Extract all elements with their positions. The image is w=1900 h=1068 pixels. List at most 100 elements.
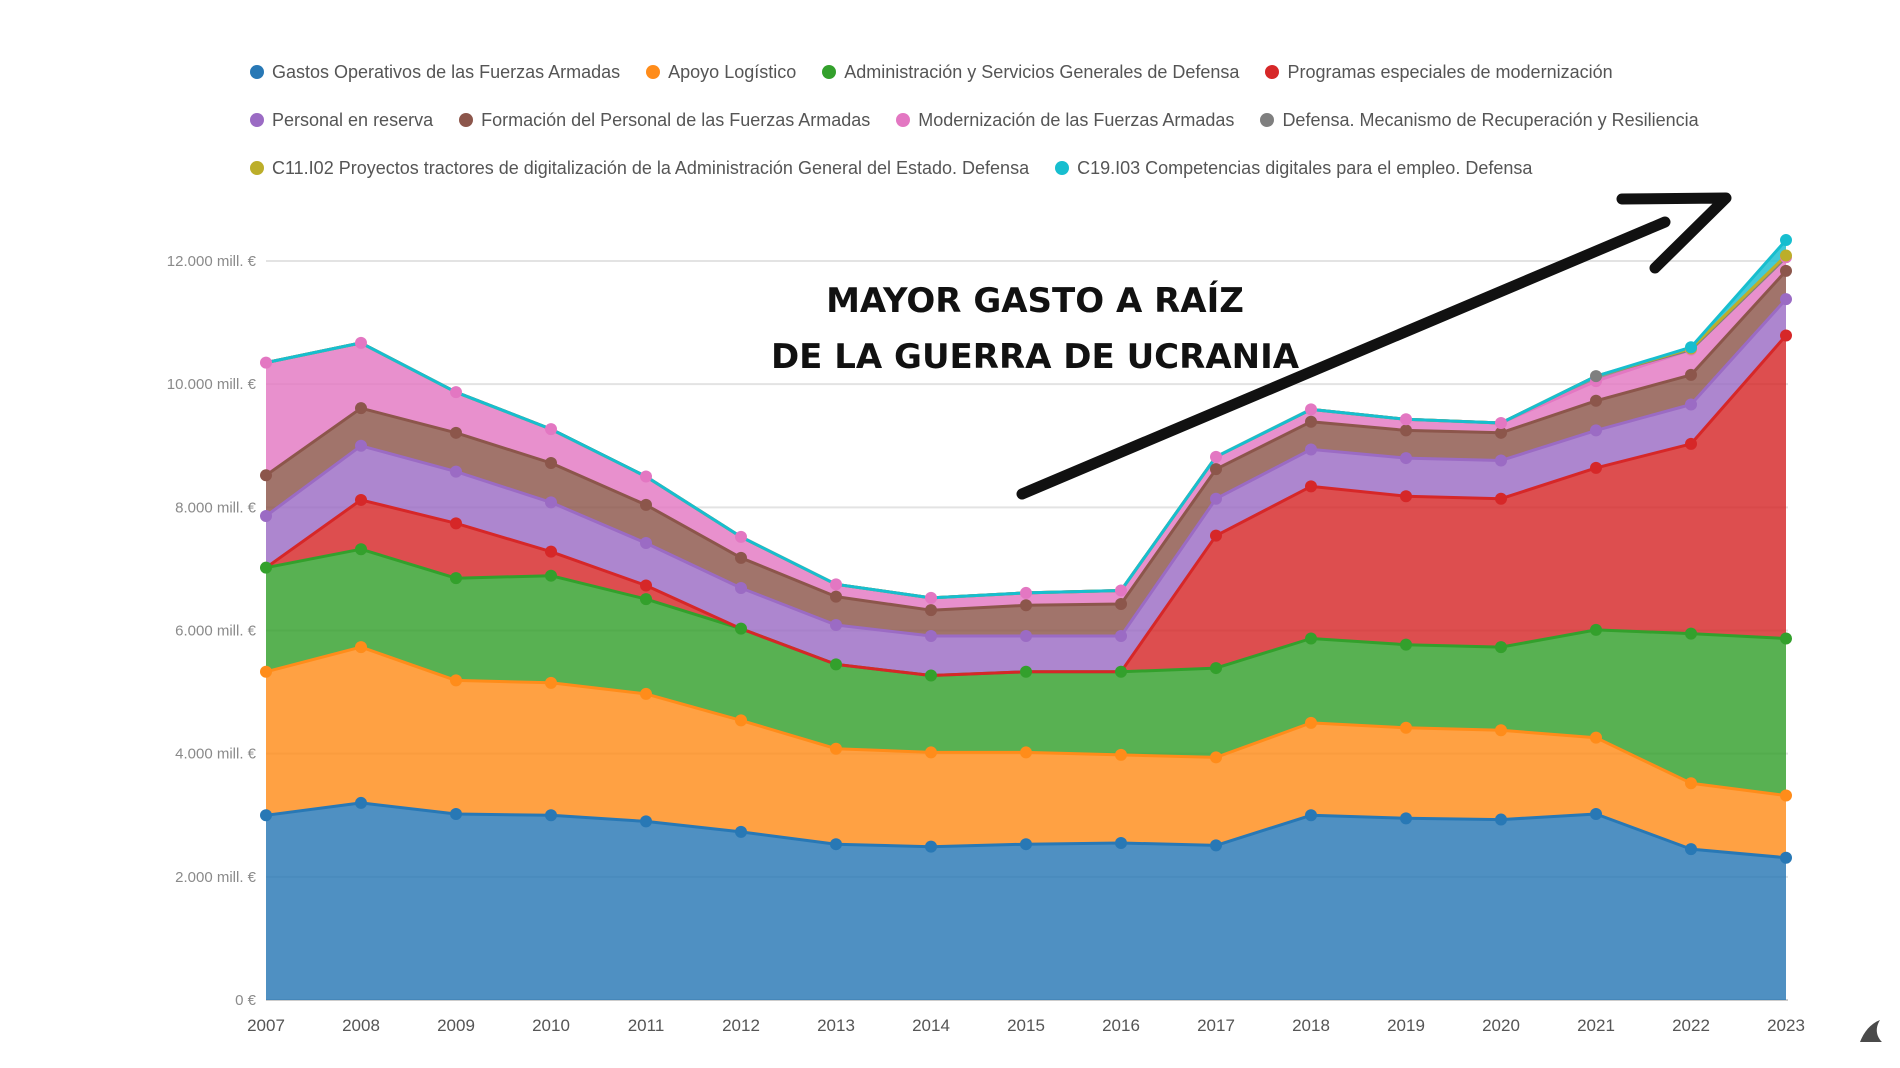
data-point[interactable] — [925, 630, 937, 643]
data-point[interactable] — [1305, 480, 1317, 493]
data-point[interactable] — [1685, 368, 1697, 381]
data-point[interactable] — [450, 572, 462, 585]
data-point[interactable] — [260, 809, 272, 822]
data-point[interactable] — [260, 356, 272, 369]
data-point[interactable] — [1780, 851, 1792, 864]
data-point[interactable] — [1685, 341, 1697, 354]
data-point[interactable] — [1400, 413, 1412, 426]
data-point[interactable] — [1780, 293, 1792, 306]
legend-item[interactable]: C19.I03 Competencias digitales para el e… — [1055, 158, 1532, 179]
data-point[interactable] — [640, 537, 652, 550]
data-point[interactable] — [1305, 809, 1317, 822]
data-point[interactable] — [640, 815, 652, 828]
data-point[interactable] — [355, 439, 367, 452]
data-point[interactable] — [735, 622, 747, 635]
legend-item[interactable]: Personal en reserva — [250, 110, 433, 131]
data-point[interactable] — [1590, 370, 1602, 383]
data-point[interactable] — [1305, 716, 1317, 729]
data-point[interactable] — [1020, 746, 1032, 759]
data-point[interactable] — [830, 590, 842, 603]
data-point[interactable] — [925, 604, 937, 617]
data-point[interactable] — [1780, 264, 1792, 277]
data-point[interactable] — [450, 674, 462, 687]
data-point[interactable] — [545, 456, 557, 469]
data-point[interactable] — [1495, 492, 1507, 505]
data-point[interactable] — [1210, 839, 1222, 852]
data-point[interactable] — [1210, 662, 1222, 675]
data-point[interactable] — [1495, 454, 1507, 467]
legend-item[interactable]: Administración y Servicios Generales de … — [822, 62, 1239, 83]
data-point[interactable] — [260, 509, 272, 522]
legend-item[interactable]: C11.I02 Proyectos tractores de digitaliz… — [250, 158, 1029, 179]
data-point[interactable] — [1210, 529, 1222, 542]
legend-item[interactable]: Formación del Personal de las Fuerzas Ar… — [459, 110, 870, 131]
data-point[interactable] — [260, 561, 272, 574]
data-point[interactable] — [925, 840, 937, 853]
data-point[interactable] — [1495, 724, 1507, 737]
data-point[interactable] — [735, 714, 747, 727]
data-point[interactable] — [1020, 838, 1032, 851]
data-point[interactable] — [450, 426, 462, 439]
data-point[interactable] — [355, 641, 367, 654]
legend-item[interactable]: Modernización de las Fuerzas Armadas — [896, 110, 1234, 131]
data-point[interactable] — [1590, 623, 1602, 636]
data-point[interactable] — [830, 658, 842, 671]
data-point[interactable] — [1115, 748, 1127, 761]
data-point[interactable] — [640, 470, 652, 483]
data-point[interactable] — [355, 336, 367, 349]
data-point[interactable] — [1020, 599, 1032, 612]
data-point[interactable] — [545, 496, 557, 509]
data-point[interactable] — [355, 543, 367, 556]
data-point[interactable] — [1590, 424, 1602, 437]
data-point[interactable] — [925, 669, 937, 682]
data-point[interactable] — [1115, 630, 1127, 643]
data-point[interactable] — [1305, 443, 1317, 456]
data-point[interactable] — [1590, 808, 1602, 821]
data-point[interactable] — [1780, 789, 1792, 802]
data-point[interactable] — [545, 809, 557, 822]
data-point[interactable] — [640, 579, 652, 592]
data-point[interactable] — [1210, 751, 1222, 764]
data-point[interactable] — [545, 545, 557, 558]
data-point[interactable] — [1400, 721, 1412, 734]
legend-item[interactable]: Programas especiales de modernización — [1265, 62, 1613, 83]
data-point[interactable] — [355, 402, 367, 415]
data-point[interactable] — [1115, 584, 1127, 597]
data-point[interactable] — [1780, 329, 1792, 342]
data-point[interactable] — [1780, 632, 1792, 645]
data-point[interactable] — [1305, 632, 1317, 645]
data-point[interactable] — [545, 569, 557, 582]
data-point[interactable] — [1020, 665, 1032, 678]
data-point[interactable] — [735, 551, 747, 564]
data-point[interactable] — [1020, 586, 1032, 599]
data-point[interactable] — [1210, 463, 1222, 476]
data-point[interactable] — [1115, 598, 1127, 611]
data-point[interactable] — [450, 517, 462, 530]
legend-item[interactable]: Gastos Operativos de las Fuerzas Armadas — [250, 62, 620, 83]
data-point[interactable] — [735, 530, 747, 543]
data-point[interactable] — [1495, 416, 1507, 429]
data-point[interactable] — [260, 665, 272, 678]
data-point[interactable] — [1115, 836, 1127, 849]
data-point[interactable] — [640, 498, 652, 511]
data-point[interactable] — [1685, 398, 1697, 411]
data-point[interactable] — [1305, 403, 1317, 416]
data-point[interactable] — [355, 796, 367, 809]
data-point[interactable] — [450, 386, 462, 399]
data-point[interactable] — [1590, 394, 1602, 407]
data-point[interactable] — [355, 493, 367, 506]
data-point[interactable] — [925, 591, 937, 604]
data-point[interactable] — [830, 618, 842, 631]
data-point[interactable] — [1400, 812, 1412, 825]
data-point[interactable] — [260, 469, 272, 482]
data-point[interactable] — [1495, 426, 1507, 439]
data-point[interactable] — [1305, 415, 1317, 428]
data-point[interactable] — [1400, 638, 1412, 651]
data-point[interactable] — [450, 808, 462, 821]
data-point[interactable] — [1020, 630, 1032, 643]
data-point[interactable] — [925, 746, 937, 759]
data-point[interactable] — [1685, 437, 1697, 450]
data-point[interactable] — [830, 578, 842, 591]
data-point[interactable] — [830, 838, 842, 851]
data-point[interactable] — [1210, 450, 1222, 463]
